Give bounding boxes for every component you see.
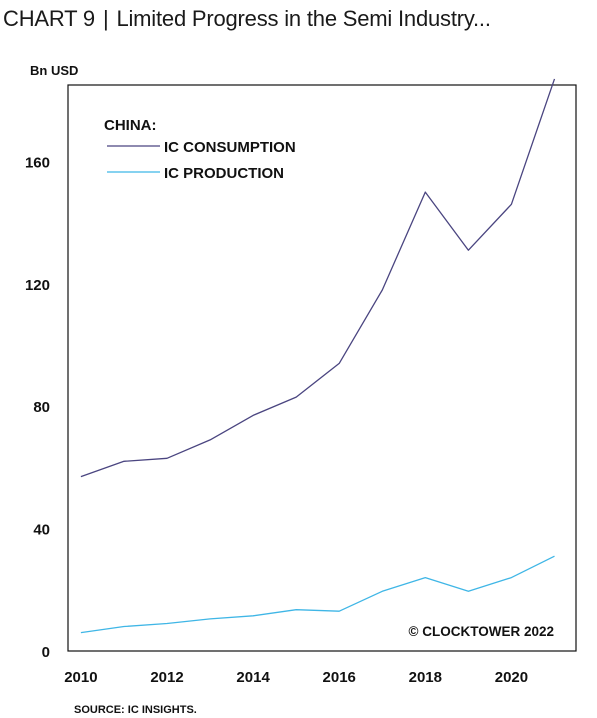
x-tick-label: 2020 [495, 669, 528, 686]
line-chart: 0 40 80 120 160 2010 2012 2014 2016 2018 2020 CHI… [25, 78, 577, 686]
x-tick-label: 2016 [323, 669, 356, 686]
plot-frame [67, 84, 577, 652]
y-tick-label: 0 [42, 644, 50, 661]
chart-number: CHART 9 [3, 6, 95, 31]
series-lines [80, 78, 556, 634]
legend-label-ic-production: IC PRODUCTION [164, 165, 284, 182]
legend-label-ic-consumption: IC CONSUMPTION [164, 139, 296, 156]
y-axis-ticks: 0 40 80 120 160 [25, 154, 50, 661]
x-tick-label: 2010 [64, 669, 97, 686]
chart-title: CHART 9 | Limited Progress in the Semi Ind… [3, 6, 491, 32]
x-tick-label: 2014 [236, 669, 270, 686]
y-tick-label: 160 [25, 154, 50, 171]
series-line-ic-consumption [80, 78, 556, 478]
source-note: SOURCE: IC INSIGHTS. [74, 704, 197, 716]
legend: CHINA: IC CONSUMPTION IC PRODUCTION [104, 117, 296, 182]
x-axis-ticks: 2010 2012 2014 2016 2018 2020 [64, 669, 528, 686]
copyright-annotation: © CLOCKTOWER 2022 [409, 624, 554, 639]
legend-title: CHINA: [104, 117, 157, 134]
y-tick-label: 120 [25, 277, 50, 294]
x-tick-label: 2018 [409, 669, 442, 686]
y-tick-label: 40 [33, 522, 50, 539]
title-separator: | [102, 6, 109, 31]
y-tick-label: 80 [33, 399, 50, 416]
series-line-ic-production [80, 555, 555, 634]
chart-title-text: Limited Progress in the Semi Industry... [116, 6, 491, 31]
x-tick-label: 2012 [150, 669, 183, 686]
y-axis-unit-label: Bn USD [30, 63, 79, 78]
